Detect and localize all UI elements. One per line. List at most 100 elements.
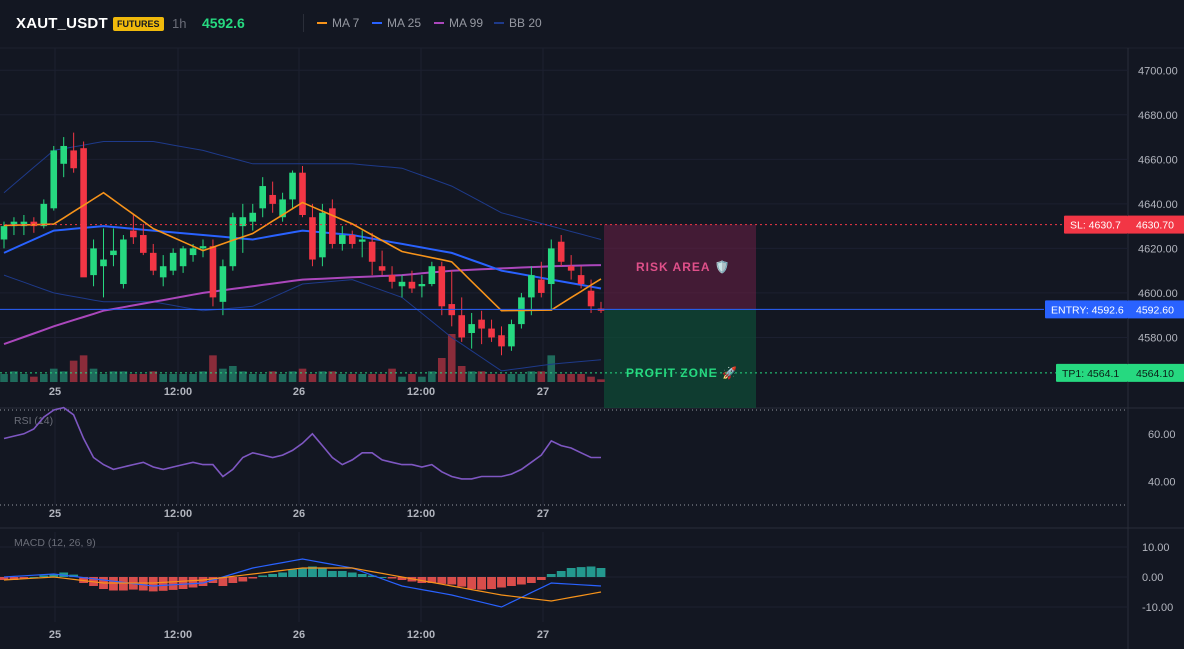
candle-body [309, 217, 316, 260]
volume-bar [149, 371, 158, 382]
candle-body [279, 199, 286, 218]
ma25-swatch-icon [372, 22, 382, 24]
take-profit-axis-tag [1128, 363, 1184, 382]
volume-bar [308, 374, 317, 382]
legend-bb20[interactable]: BB 20 [494, 16, 542, 30]
volume-bar [229, 366, 237, 382]
candle-body [239, 217, 247, 227]
macd-histogram-bar [69, 574, 79, 577]
entry-axis-tag [1128, 300, 1184, 319]
rsi-tick-label: 40.00 [1148, 476, 1176, 488]
candle-body [199, 246, 207, 249]
candle-body [219, 266, 227, 302]
macd-histogram-bar [308, 566, 317, 577]
volume-bar [159, 374, 167, 382]
volume-bar [0, 374, 8, 382]
macd-histogram-bar [526, 577, 536, 583]
volume-bar [587, 376, 595, 382]
symbol-title[interactable]: XAUT_USDT [16, 15, 108, 32]
volume-bar [477, 371, 486, 382]
time-tick-label: 12:00 [164, 629, 192, 641]
macd-histogram-bar [168, 577, 178, 590]
macd-histogram-bar [49, 574, 59, 577]
candle-body [299, 172, 306, 215]
ma7-line [3, 191, 602, 312]
time-tick-label: 12:00 [164, 386, 192, 398]
macd-histogram-bar [337, 571, 347, 577]
volume-bar [258, 374, 267, 382]
time-tick-label: 26 [293, 508, 305, 520]
candle-body [528, 275, 535, 298]
candle-body [269, 194, 276, 204]
macd-histogram-bar [238, 577, 248, 582]
time-tick-label: 27 [537, 508, 549, 520]
volume-bar [348, 374, 357, 382]
entry-tag [1045, 300, 1128, 319]
profit-zone [604, 309, 756, 408]
time-tick-label: 26 [293, 629, 305, 641]
timeframe-label[interactable]: 1h [172, 16, 187, 31]
time-tick-label: 27 [537, 386, 549, 398]
candle-body [488, 328, 495, 338]
volume-bar [10, 371, 18, 382]
volume-bar [358, 374, 366, 382]
candle-body [577, 275, 585, 285]
candle-body [329, 208, 336, 244]
volume-bar [398, 376, 406, 382]
volume-bar [447, 334, 456, 382]
volume-bar [199, 371, 207, 382]
candle-body [339, 235, 346, 244]
header-divider [303, 14, 304, 32]
candle-body [538, 279, 545, 293]
macd-histogram-bar [437, 577, 447, 584]
time-tick-label: 12:00 [164, 508, 192, 520]
volume-bar [527, 371, 536, 382]
macd-histogram-bar [278, 572, 287, 577]
price-tick-label: 4700.00 [1138, 65, 1178, 77]
candle-body [557, 241, 565, 262]
stop-loss-axis-label: 4630.70 [1136, 220, 1174, 232]
macd-histogram-bar [218, 577, 228, 586]
take-profit-tag [1056, 363, 1128, 382]
macd-histogram-bar [298, 568, 307, 577]
ma7-swatch-icon [317, 22, 327, 24]
legend-ma99[interactable]: MA 99 [434, 16, 483, 30]
legend-ma25[interactable]: MA 25 [372, 16, 421, 30]
macd-histogram-bar [19, 577, 29, 579]
macd-histogram-bar [556, 571, 566, 577]
last-price: 4592.6 [202, 15, 245, 31]
macd-histogram-bar [268, 574, 278, 577]
macd-histogram-bar [517, 577, 526, 585]
candle-body [478, 319, 485, 329]
candle-body [209, 246, 217, 298]
candle-body [428, 266, 436, 285]
stop-loss-tag [1064, 215, 1128, 234]
bollinger-lower-line [3, 274, 602, 372]
price-tick-label: 4580.00 [1138, 332, 1178, 344]
macd-histogram-bar [467, 577, 477, 589]
volume-bar [497, 374, 506, 382]
macd-histogram-bar [248, 577, 258, 579]
volume-bar [438, 358, 446, 382]
candle-body [130, 230, 137, 238]
candle-body [508, 324, 515, 347]
macd-histogram-bar [347, 572, 357, 577]
volume-bar [30, 376, 38, 382]
stop-loss-axis-tag [1128, 215, 1184, 234]
volume-bar [378, 374, 386, 382]
volume-bar [567, 374, 575, 382]
macd-histogram-bar [566, 568, 576, 577]
macd-histogram-bar [397, 577, 407, 580]
macd-histogram-bar [29, 577, 39, 578]
candle-body [319, 212, 326, 258]
volume-bar [597, 379, 605, 382]
candle-body [90, 248, 97, 276]
candle-body [547, 248, 555, 285]
candle-body [498, 335, 505, 347]
volume-bar [487, 374, 496, 382]
legend-ma7[interactable]: MA 7 [317, 16, 359, 30]
macd-histogram-bar [427, 577, 437, 583]
candle-body [189, 248, 197, 256]
take-profit-label: TP1: 4564.1 [1062, 368, 1119, 380]
